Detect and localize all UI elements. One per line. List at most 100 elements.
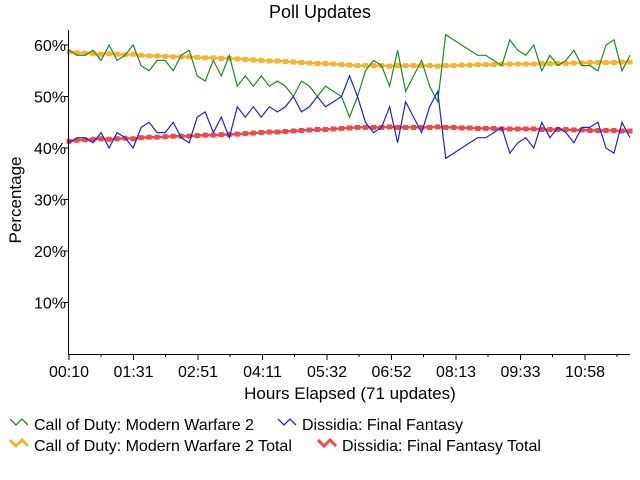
x-tick-label: 10:58	[565, 364, 605, 381]
data-point	[539, 61, 545, 67]
legend-label: Call of Duty: Modern Warfare 2	[34, 417, 254, 434]
data-point	[306, 127, 312, 133]
data-point	[515, 61, 521, 67]
data-point	[290, 128, 296, 134]
data-point	[627, 59, 633, 65]
data-point	[138, 135, 144, 141]
data-point	[314, 126, 320, 132]
data-point	[475, 62, 481, 68]
data-point	[282, 129, 288, 135]
data-point	[154, 53, 160, 59]
data-point	[242, 131, 248, 137]
legend-label: Dissidia: Final Fantasy Total	[342, 438, 541, 455]
data-point	[531, 61, 537, 67]
data-point	[491, 62, 497, 68]
legend-swatch	[277, 418, 297, 426]
data-point	[178, 133, 184, 139]
data-point	[571, 60, 577, 66]
data-point	[114, 136, 120, 142]
data-point	[603, 127, 609, 133]
data-point	[170, 54, 176, 60]
data-point	[130, 136, 136, 142]
data-point	[226, 132, 232, 138]
x-tick-label: 09:33	[500, 364, 540, 381]
data-point	[210, 55, 216, 61]
data-point	[363, 124, 369, 130]
data-point	[322, 126, 328, 132]
data-point	[90, 136, 96, 142]
x-tick-label: 02:51	[178, 364, 218, 381]
data-point	[587, 127, 593, 133]
data-point	[282, 58, 288, 64]
data-point	[611, 60, 617, 66]
data-point	[555, 126, 561, 132]
y-tick-label: 60%	[34, 38, 66, 55]
data-point	[579, 60, 585, 66]
data-point	[218, 132, 224, 138]
y-tick-label: 10%	[34, 296, 66, 313]
data-point	[403, 124, 409, 130]
data-point	[371, 63, 377, 69]
series-line	[68, 33, 631, 119]
data-point	[419, 63, 425, 69]
data-point	[547, 61, 553, 67]
data-point	[523, 61, 529, 67]
data-point	[330, 61, 336, 67]
data-point	[170, 133, 176, 139]
legend-swatch	[316, 437, 338, 449]
data-point	[371, 124, 377, 130]
data-point	[627, 128, 633, 134]
data-point	[234, 131, 240, 137]
data-point	[90, 51, 96, 57]
data-point	[226, 55, 232, 61]
legend-label: Call of Duty: Modern Warfare 2 Total	[34, 438, 292, 455]
data-point	[419, 124, 425, 130]
data-point	[330, 126, 336, 132]
x-tick-label: 04:11	[243, 364, 282, 381]
data-point	[571, 127, 577, 133]
x-tick-label: 05:32	[307, 364, 347, 381]
data-point	[130, 51, 136, 57]
data-point	[483, 125, 489, 131]
data-point	[306, 60, 312, 66]
data-point	[74, 137, 80, 143]
data-point	[210, 132, 216, 138]
y-tick-label: 30%	[34, 193, 66, 210]
data-point	[338, 125, 344, 131]
data-point	[507, 126, 513, 132]
data-point	[395, 124, 401, 130]
data-point	[459, 125, 465, 131]
data-point	[595, 127, 601, 133]
data-point	[451, 124, 457, 130]
data-point	[98, 51, 104, 57]
data-point	[314, 61, 320, 67]
y-axis-label: Percentage	[6, 157, 25, 244]
data-point	[138, 52, 144, 58]
data-point	[266, 129, 272, 135]
data-point	[218, 55, 224, 61]
data-point	[427, 124, 433, 130]
x-tick-label: 01:31	[113, 364, 153, 381]
data-point	[563, 126, 569, 132]
data-point	[74, 50, 80, 56]
data-point	[274, 58, 280, 64]
data-point	[619, 128, 625, 134]
data-point	[483, 62, 489, 68]
x-axis-ticks: 00:10 01:31 02:51 04:11 05:32 06:52 08:13 09:33…	[49, 354, 618, 381]
data-point	[234, 56, 240, 62]
legend-swatch	[9, 418, 29, 426]
x-tick-label: 08:13	[436, 364, 476, 381]
data-point	[347, 62, 352, 68]
x-tick-label: 00:10	[49, 364, 89, 381]
data-point	[475, 125, 481, 131]
data-point	[82, 50, 88, 56]
data-point	[603, 60, 609, 66]
data-point	[411, 124, 417, 130]
data-point	[587, 60, 593, 66]
data-point	[539, 126, 545, 132]
data-point	[467, 62, 473, 68]
data-point	[403, 63, 409, 69]
data-point	[563, 61, 569, 67]
legend-label: Dissidia: Final Fantasy	[302, 417, 463, 434]
data-point	[467, 125, 473, 131]
